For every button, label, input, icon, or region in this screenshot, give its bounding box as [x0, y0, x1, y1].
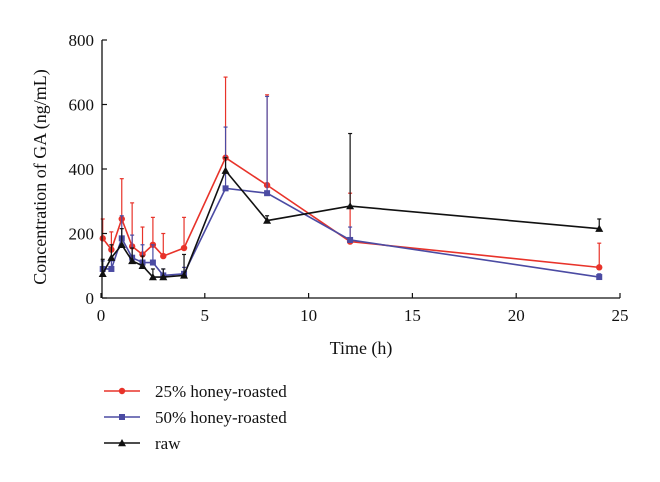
legend: 25% honey-roasted 50% honey-roasted raw	[104, 382, 287, 453]
x-axis-title: Time (h)	[330, 338, 393, 359]
data-point	[107, 253, 116, 261]
data-point	[596, 264, 603, 271]
x-tick-label: 15	[404, 306, 421, 325]
data-point	[180, 244, 188, 252]
y-tick-label: 0	[86, 289, 95, 308]
data-point	[596, 274, 603, 281]
data-point	[346, 202, 355, 210]
legend-marker	[118, 439, 126, 447]
legend-label: 25% honey-roasted	[155, 382, 287, 401]
series-line	[102, 187, 600, 278]
x-tick-label: 0	[97, 306, 106, 325]
series-line	[102, 156, 600, 269]
legend-marker	[118, 387, 126, 395]
data-point	[264, 190, 271, 197]
data-point	[159, 273, 168, 281]
plot-area	[98, 76, 604, 281]
data-point	[98, 269, 107, 278]
data-point	[160, 252, 167, 260]
y-axis-title: Concentration of GA (ng/mL)	[30, 69, 51, 284]
y-tick-label: 400	[69, 160, 95, 179]
data-point	[222, 185, 229, 192]
data-point	[180, 271, 189, 279]
series-2	[98, 132, 604, 281]
series-line	[102, 169, 600, 278]
data-point	[263, 216, 272, 224]
x-tick-label: 20	[508, 306, 525, 325]
data-point	[108, 265, 115, 272]
y-tick-label: 600	[69, 96, 95, 115]
data-point	[347, 236, 354, 243]
data-point	[128, 256, 137, 265]
axes: 0 5 10 15 20 25 0 200 400 600 800	[69, 31, 629, 325]
data-point	[138, 261, 147, 269]
data-point	[149, 259, 156, 266]
data-point	[221, 166, 230, 174]
y-tick-label: 800	[69, 31, 95, 50]
data-point	[595, 224, 604, 232]
series-1	[99, 95, 603, 281]
data-point	[148, 273, 157, 281]
legend-marker	[119, 414, 125, 420]
legend-label: raw	[155, 434, 181, 453]
x-tick-label: 25	[612, 306, 629, 325]
legend-label: 50% honey-roasted	[155, 408, 287, 427]
y-tick-label: 200	[69, 225, 95, 244]
data-point	[117, 240, 126, 248]
data-point	[99, 235, 106, 242]
x-tick-label: 10	[300, 306, 317, 325]
x-tick-label: 5	[201, 306, 210, 325]
